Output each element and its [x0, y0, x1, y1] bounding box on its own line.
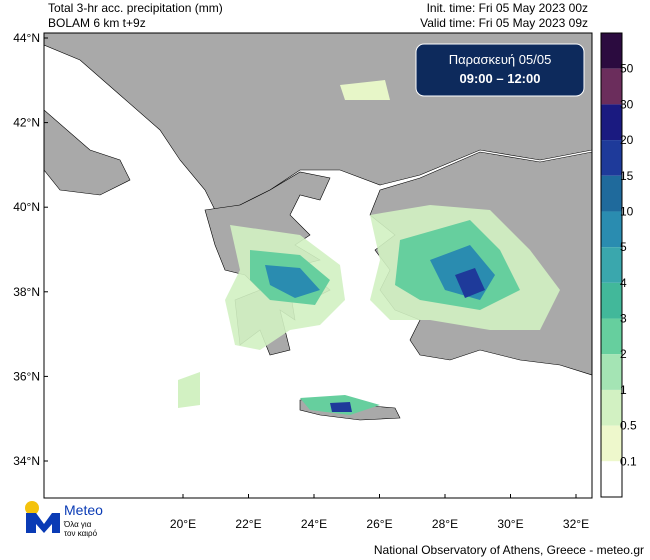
logo-tagline: Όλα για	[63, 520, 92, 529]
lon-label: 22°E	[235, 517, 261, 531]
lat-label: 36°N	[13, 369, 40, 383]
colorbar-segment	[601, 33, 622, 69]
colorbar-label: 20	[620, 133, 634, 147]
colorbar-segment	[601, 140, 622, 176]
colorbar-label: 4	[620, 276, 627, 290]
colorbar-segment	[601, 282, 622, 319]
colorbar-segment	[601, 211, 622, 248]
lat-label: 38°N	[13, 285, 40, 299]
map	[44, 33, 592, 498]
colorbar-segment	[601, 68, 622, 105]
model: BOLAM 6 km t+9z	[48, 16, 146, 30]
colorbar-label: 15	[620, 169, 634, 183]
logo-tagline: τον καιρό	[64, 529, 98, 538]
footer: National Observatory of Athens, Greece -…	[374, 543, 644, 557]
title: Total 3-hr acc. precipitation (mm)	[48, 1, 223, 15]
colorbar-segment	[601, 247, 622, 283]
logo-name: Meteo	[64, 502, 103, 518]
colorbar-label: 1	[620, 383, 627, 397]
lon-label: 28°E	[432, 517, 458, 531]
colorbar-segment	[601, 461, 622, 497]
colorbar-segment	[601, 425, 622, 462]
map-frame	[43, 32, 593, 499]
colorbar-label: 3	[620, 312, 627, 326]
colorbar-label: 0.1	[620, 454, 637, 468]
lon-label: 20°E	[170, 517, 196, 531]
lon-label: 32°E	[563, 517, 589, 531]
badge-day: Παρασκευή 05/05	[449, 52, 552, 67]
lon-label: 24°E	[301, 517, 327, 531]
colorbar-label: 30	[620, 97, 634, 111]
colorbar-label: 5	[620, 240, 627, 254]
lat-label: 42°N	[13, 116, 40, 130]
axis-ticks: 44°N 42°N 40°N 38°N 36°N 34°N 20°E 22°E 24°E 26°E…	[13, 31, 589, 531]
colorbar-label: 10	[620, 204, 634, 218]
lat-label: 34°N	[13, 454, 40, 468]
colorbar-label: 0.5	[620, 419, 637, 433]
lat-label: 40°N	[13, 200, 40, 214]
lat-label: 44°N	[13, 31, 40, 45]
colorbar: 50 30 20 15 10 5 4 3 2 1 0.5 0.1	[600, 32, 637, 498]
colorbar-label: 50	[620, 62, 634, 76]
colorbar-segment	[601, 175, 622, 212]
colorbar-segment	[601, 104, 622, 141]
colorbar-segment	[601, 318, 622, 355]
colorbar-frame	[600, 32, 623, 498]
badge-hours: 09:00 – 12:00	[460, 71, 541, 86]
badge	[415, 43, 585, 97]
precipitation	[178, 80, 560, 415]
colorbar-segment	[601, 354, 622, 390]
colorbar-segment	[601, 389, 622, 426]
logo: Meteo Όλα για τον καιρό	[25, 501, 103, 538]
lon-label: 26°E	[366, 517, 392, 531]
init-time: Init. time: Fri 05 May 2023 00z	[427, 1, 588, 15]
valid-time: Valid time: Fri 05 May 2023 09z	[420, 16, 588, 30]
lon-label: 30°E	[497, 517, 523, 531]
colorbar-label: 2	[620, 347, 627, 361]
